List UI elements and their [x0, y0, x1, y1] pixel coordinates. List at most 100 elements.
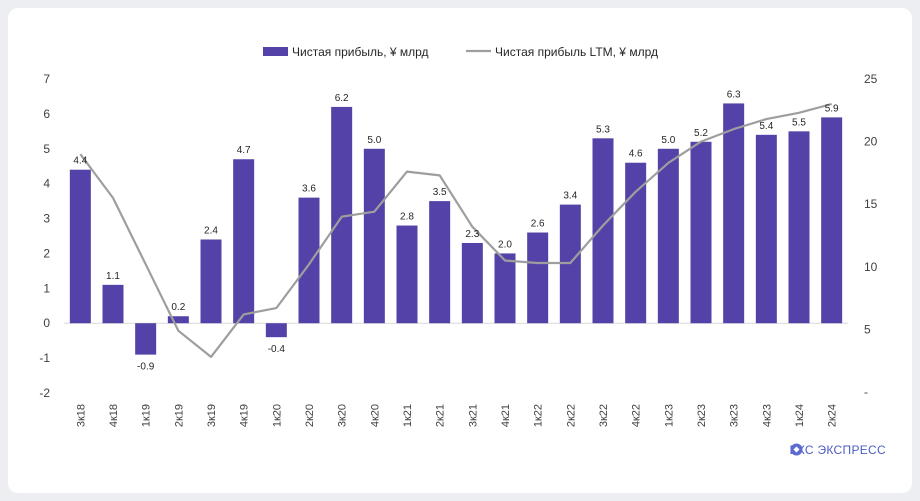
x-tick-label: 2к23 [696, 404, 708, 427]
y-left-tick-label: -2 [39, 386, 50, 400]
bar-data-label: -0.9 [137, 362, 155, 373]
y-left-tick-label: 1 [43, 281, 50, 295]
bar [821, 117, 843, 324]
y-right-tick-label: 20 [864, 135, 878, 149]
legend-label-line: Чистая прибыль LTM, ¥ млрд [495, 45, 658, 59]
bar [723, 103, 745, 324]
x-tick-label: 1к20 [271, 404, 283, 427]
x-tick-label: 4к18 [108, 404, 120, 427]
bar-data-label: 3.5 [433, 187, 447, 198]
bar-data-label: 3.6 [302, 184, 316, 195]
bar-data-label: 2.3 [465, 229, 479, 240]
bar-data-label: 5.3 [596, 124, 610, 135]
bar [625, 162, 647, 324]
bar [363, 148, 385, 324]
bar [265, 323, 287, 338]
x-tick-label: 4к19 [239, 404, 251, 427]
bar [461, 242, 483, 324]
x-tick-label: 1к23 [663, 404, 675, 427]
brand-logo: БКС ЭКСПРЕСС [790, 443, 886, 457]
y-left-tick-label: 6 [43, 107, 50, 121]
bar-data-label: -0.4 [268, 344, 286, 355]
x-tick-label: 4к20 [369, 404, 381, 427]
x-tick-label: 2к21 [435, 404, 447, 427]
bar [494, 253, 516, 324]
x-tick-label: 3к22 [598, 404, 610, 427]
bar [396, 225, 418, 324]
y-left-tick-label: 5 [43, 142, 50, 156]
bar-series [69, 103, 843, 355]
y-right-tick-label: 5 [864, 322, 871, 336]
x-tick-label: 3к19 [206, 404, 218, 427]
y-left-tick-label: 7 [43, 72, 50, 86]
x-tick-label: 2к22 [565, 404, 577, 427]
x-tick-label: 2к24 [827, 404, 839, 427]
legend-label-bar: Чистая прибыль, ¥ млрд [292, 45, 429, 59]
bar-data-label: 5.4 [759, 121, 773, 132]
x-tick-label: 1к19 [141, 404, 153, 427]
bar [135, 323, 157, 355]
y-right-tick-label: 15 [864, 197, 878, 211]
bar [102, 284, 124, 324]
bar [429, 201, 451, 324]
line-series [79, 102, 832, 358]
bar-data-label: 1.1 [106, 271, 120, 282]
bar [69, 169, 91, 324]
x-tick-label: 4к21 [500, 404, 512, 427]
bar-data-label: 4.4 [73, 156, 87, 167]
bar [298, 197, 320, 324]
x-tick-label: 4к23 [761, 404, 773, 427]
bar [690, 141, 712, 324]
y-left-tick-label: 2 [43, 246, 50, 260]
bar [331, 106, 353, 324]
x-tick-label: 3к23 [729, 404, 741, 427]
bar [755, 134, 777, 324]
bar-data-label: 2.0 [498, 239, 512, 250]
y-left-tick-label: 0 [43, 316, 50, 330]
y-right-tick-label: 25 [864, 72, 878, 86]
bar-data-label: 5.5 [792, 117, 806, 128]
x-tick-label: 2к19 [173, 404, 185, 427]
x-tick-label: 1к24 [794, 404, 806, 427]
ltm-line [79, 102, 832, 358]
y-right-tick-label: - [864, 385, 868, 399]
bar [592, 138, 614, 324]
x-tick-label: 3к20 [337, 404, 349, 427]
bar [788, 131, 810, 324]
bar [167, 316, 189, 324]
bar [527, 232, 549, 324]
bar [657, 148, 679, 324]
legend: Чистая прибыль, ¥ млрд Чистая прибыль LT… [263, 45, 658, 59]
bar-data-label: 6.3 [727, 89, 741, 100]
x-tick-label: 3к18 [75, 404, 87, 427]
bar-data-label: 2.8 [400, 212, 414, 223]
brand-name: БКС ЭКСПРЕСС [789, 443, 886, 457]
bar [200, 239, 222, 324]
y-left-tick-label: 4 [43, 177, 50, 191]
x-tick-label: 2к20 [304, 404, 316, 427]
bar-data-label: 2.6 [531, 219, 545, 230]
brand-mark-icon [790, 443, 803, 456]
bar-data-label: 3.4 [563, 191, 577, 202]
bar-data-label: 5.0 [661, 135, 675, 146]
y-left-tick-label: -1 [39, 351, 50, 365]
legend-swatch-bar [263, 47, 288, 56]
x-tick-label: 4к22 [631, 404, 643, 427]
bar-data-label: 5.2 [694, 128, 708, 139]
axes: -2 -1 0 1 2 3 4 5 6 7 - 5 10 15 20 25 3к18 4к18 1к19 2к19 3к… [39, 72, 877, 427]
bar-data-label: 5.0 [367, 135, 381, 146]
y-left-tick-label: 3 [43, 212, 50, 226]
bar-data-label: 0.2 [171, 302, 185, 313]
x-tick-label: 3к21 [467, 404, 479, 427]
bar-data-label: 2.4 [204, 225, 218, 236]
x-tick-label: 1к22 [533, 404, 545, 427]
y-right-tick-label: 10 [864, 260, 878, 274]
bar [233, 159, 255, 324]
bar-data-label: 6.2 [335, 93, 349, 104]
bar-data-label: 5.9 [825, 103, 839, 114]
x-tick-label: 1к21 [402, 404, 414, 427]
bar-data-label: 4.6 [629, 149, 643, 160]
data-labels: 4.4 1.1 -0.9 0.2 2.4 4.7 -0.4 3.6 6.2 5.0 2.8 3.5 2.… [73, 89, 839, 372]
bar-data-label: 4.7 [237, 145, 251, 156]
